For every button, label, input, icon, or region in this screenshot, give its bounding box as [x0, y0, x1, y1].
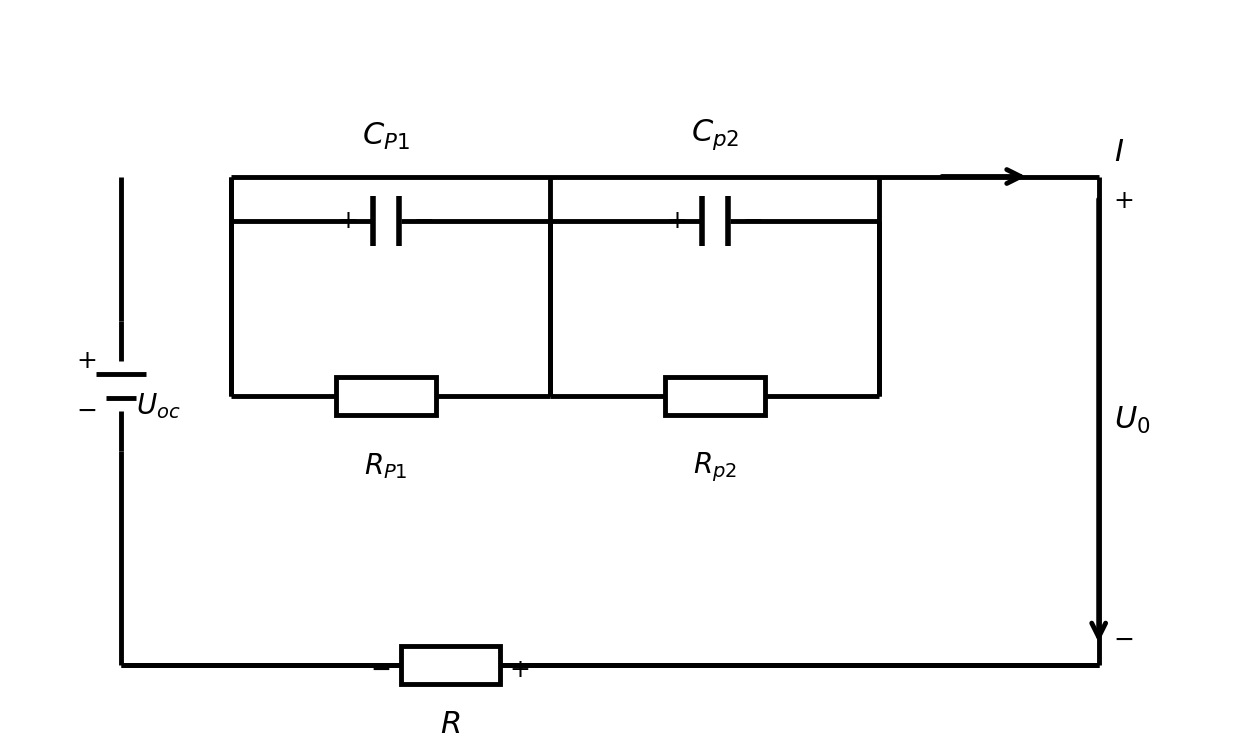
Text: −: − — [76, 399, 97, 423]
Text: $U_{oc}$: $U_{oc}$ — [136, 391, 181, 421]
Text: −: − — [413, 209, 434, 233]
Text: +: + — [76, 349, 97, 373]
Text: −: − — [742, 209, 763, 233]
Text: $R$: $R$ — [440, 710, 460, 739]
Bar — [401, 646, 500, 684]
Text: $I$: $I$ — [1114, 137, 1123, 167]
Text: −: − — [371, 658, 391, 682]
Text: +: + — [510, 658, 531, 682]
Text: +: + — [1114, 190, 1135, 214]
Text: +: + — [337, 209, 358, 233]
Text: $U_0$: $U_0$ — [1114, 406, 1149, 436]
Text: −: − — [1114, 628, 1135, 652]
Text: +: + — [666, 209, 687, 233]
Text: $C_{P1}$: $C_{P1}$ — [362, 120, 409, 152]
Text: $R_{P1}$: $R_{P1}$ — [363, 450, 408, 480]
Text: $C_{p2}$: $C_{p2}$ — [691, 117, 739, 152]
Text: $R_{p2}$: $R_{p2}$ — [693, 450, 737, 484]
Bar — [665, 377, 765, 415]
Bar — [336, 377, 435, 415]
